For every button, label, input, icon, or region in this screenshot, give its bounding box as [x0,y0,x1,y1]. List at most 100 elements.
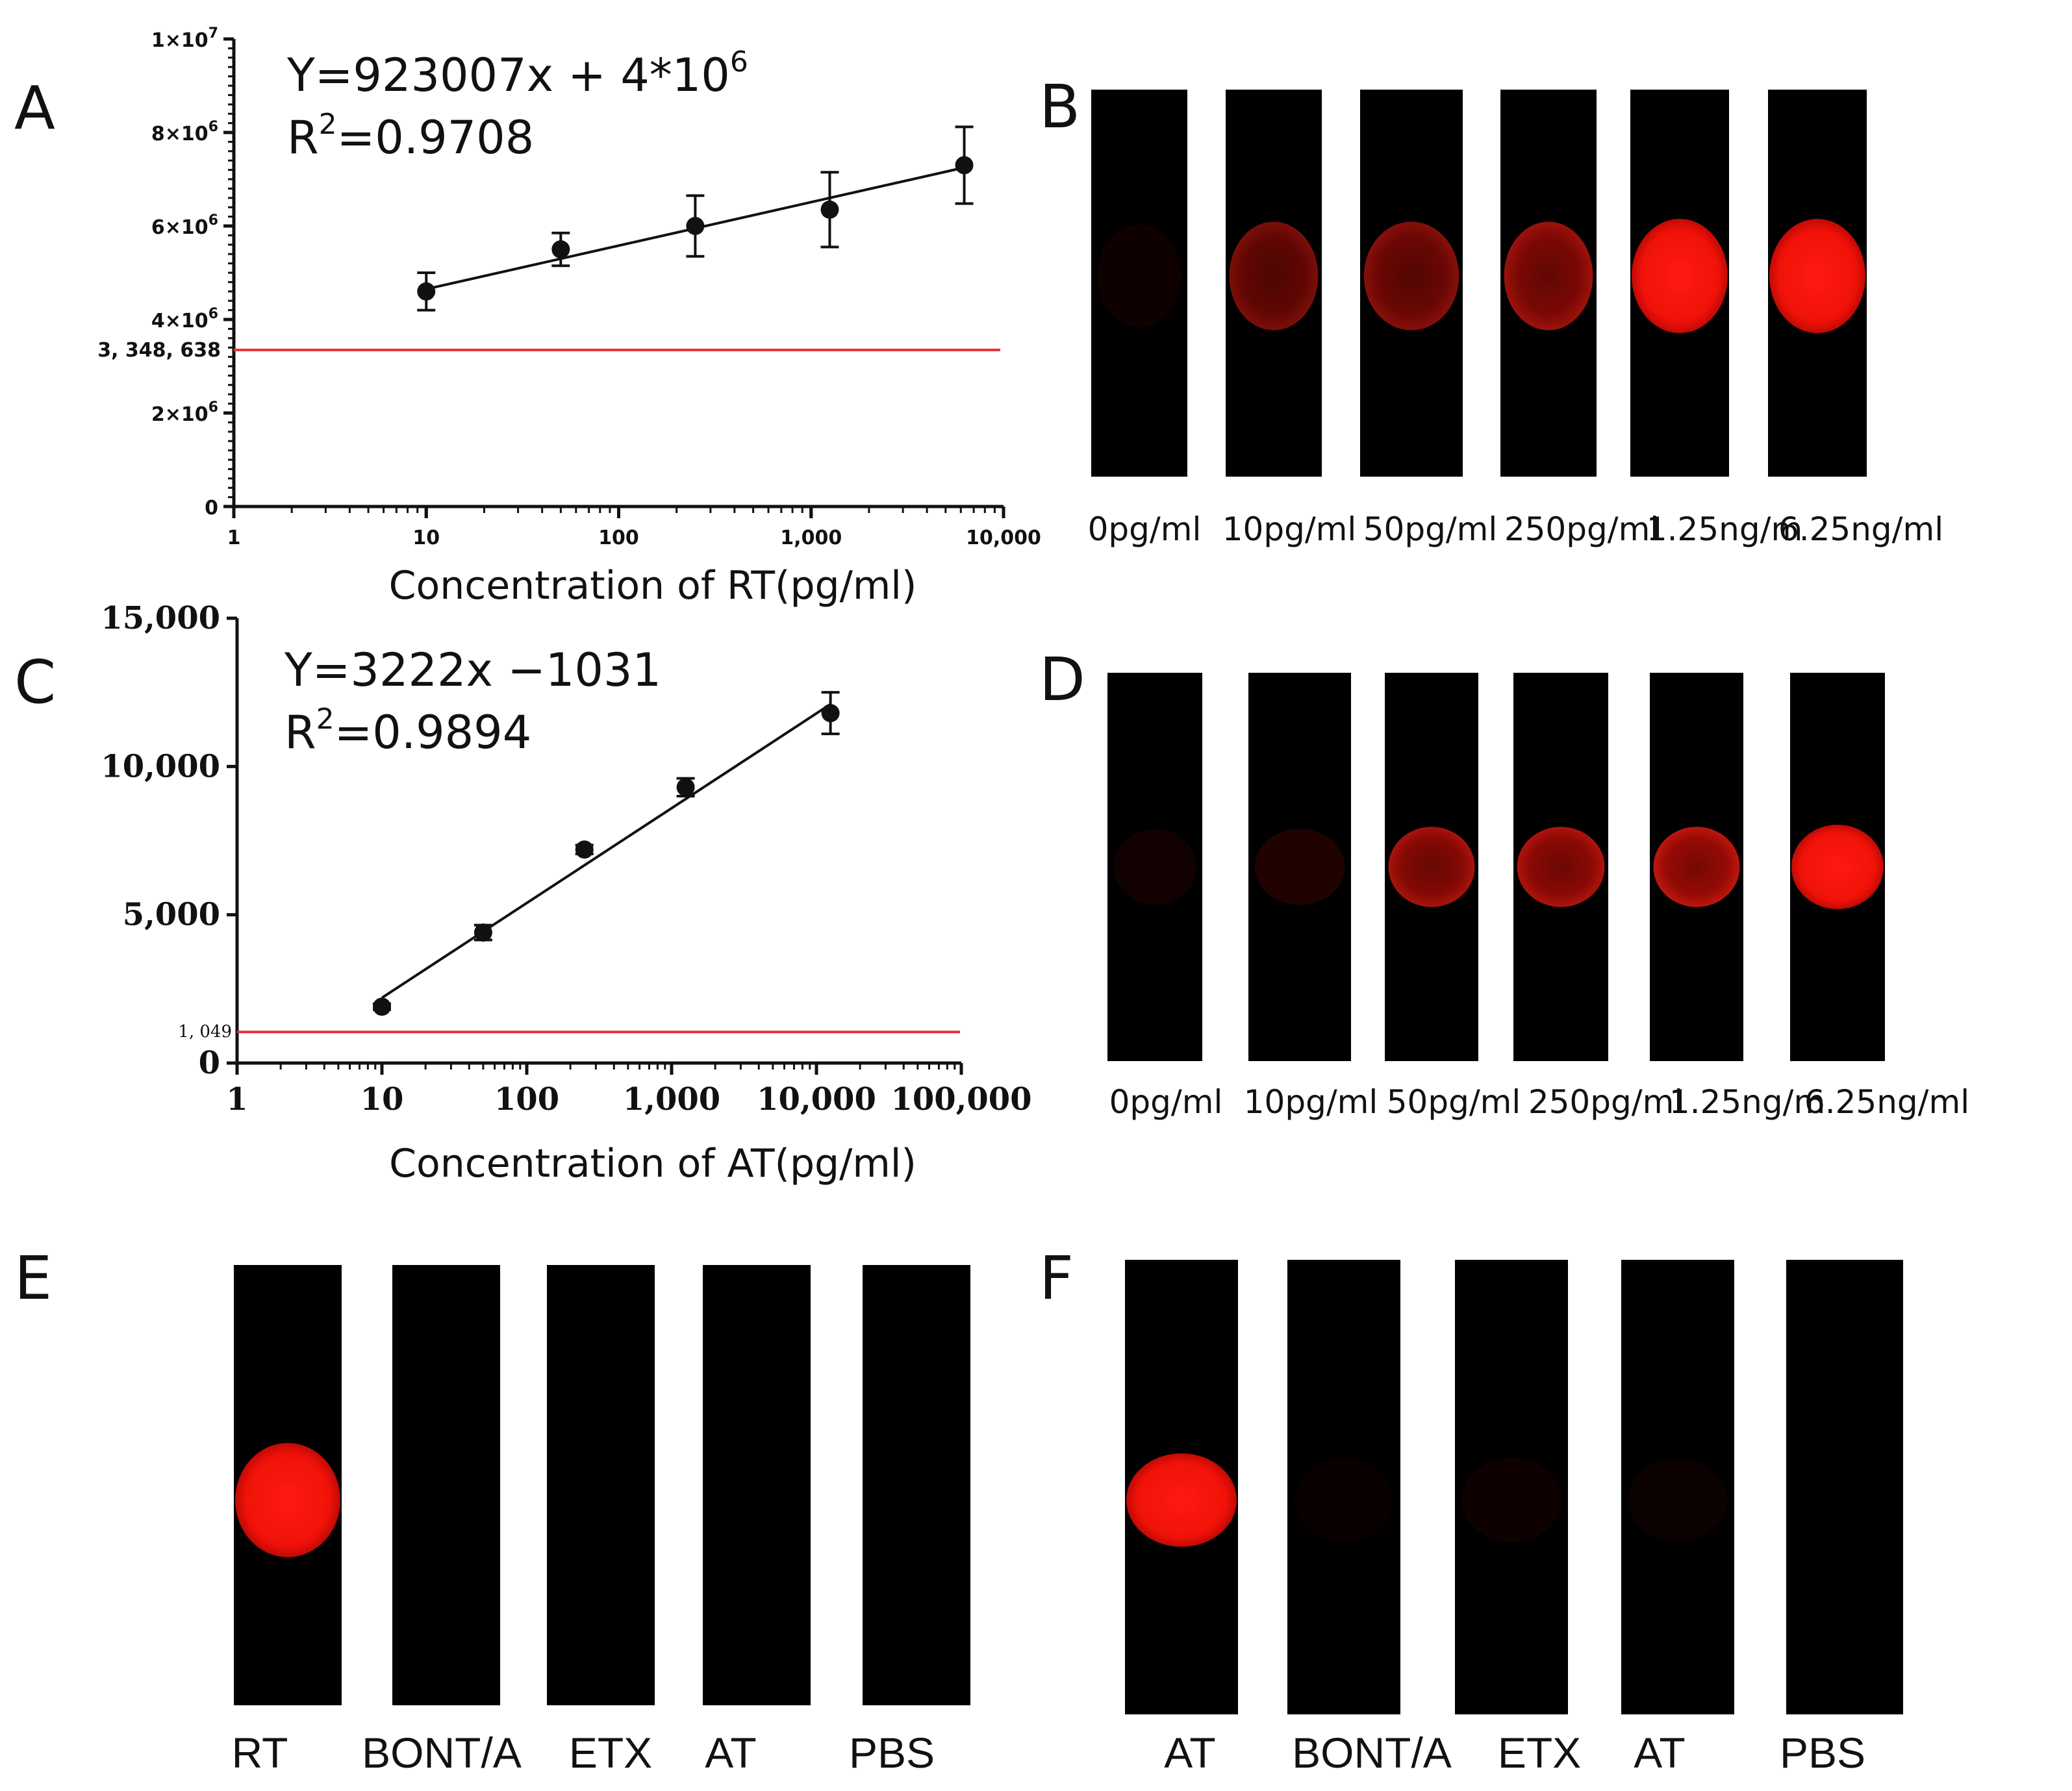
strips_D-spot [1388,827,1475,907]
strips_E-label: AT [705,1729,756,1777]
strips_D-label: 50pg/ml [1387,1083,1521,1121]
chart-c-fit-line [381,703,831,999]
chart-c-y-tick-label: 10,000 [101,748,220,784]
chart-c-equation: Y=3222x −1031 [284,644,661,697]
chart-c-threshold-label: 1, 049 [178,1022,232,1042]
chart-a-x-tick-label: 10 [412,527,440,549]
strip-panel-b: 0pg/ml 10pg/ml 50pg/ml 250pg/ml1.25ng/m6.25… [1088,90,1943,548]
strips_D-strip [1107,673,1202,1061]
chart-a-data-point [417,282,436,301]
chart-c: 0 5,000 10,000 15,000 1 10 100 1,000 10,000 100,… [101,600,1031,1186]
strip-panel-f: AT BONT/A ETX AT PBS [1125,1260,1903,1777]
chart-c-x-tick-label: 100 [494,1081,559,1118]
chart-a-equation: Y=923007x + 4*106 [286,45,748,102]
strips_D-spot [1254,829,1345,905]
strips_F-label: BONT/A [1292,1729,1452,1777]
panel-letter-e: E [14,1244,52,1313]
strips_E-label: ETX [569,1729,652,1777]
chart-a-x-tick-label: 1,000 [780,527,842,549]
chart-c-y-tick-label: 15,000 [101,600,220,636]
chart-a-data-point [820,200,839,219]
chart-c-x-tick-label: 1,000 [623,1081,720,1118]
strips_B-spot [1632,219,1728,333]
chart-a-data-point [955,156,974,175]
strip-panel-e: RT BONT/A ETX AT PBS [232,1265,970,1777]
strips_D-spot [1791,825,1884,909]
strips_F-label: AT [1164,1729,1215,1777]
strips_B-label: 10pg/ml [1222,510,1357,548]
chart-c-x-tick-label: 100,000 [891,1081,1031,1118]
strips_B-label: 1.25ng/m [1647,510,1802,548]
chart-a-r-squared: R2=0.9708 [287,108,534,164]
chart-a-threshold-label: 3, 348, 638 [97,339,221,362]
chart-a-y-tick-label: 8×106 [151,119,218,145]
chart-a-y-tick-label: 4×106 [151,306,218,332]
chart-c-data-point [474,923,492,942]
strips_F-spot [1294,1458,1394,1542]
strips_F-strip [1455,1260,1568,1714]
strips_D-label: 0pg/ml [1109,1083,1223,1121]
chart-a-data-point [551,240,570,258]
strips_F-strip [1287,1260,1400,1714]
strips_B-label: 250pg/ml [1504,510,1659,548]
strips_E-spot [235,1443,340,1557]
strip-panel-d: 0pg/ml 10pg/ml 50pg/ml 250pg/ml1.25ng/m6.25… [1107,673,1969,1121]
strips_E-label: BONT/A [362,1729,522,1777]
chart-a-y-tick-label: 6×106 [151,212,218,239]
chart-a-data-point [686,217,705,235]
strips_D-label: 10pg/ml [1244,1083,1378,1121]
strips_D-spot [1517,827,1605,907]
panel-letter-d: D [1039,645,1085,714]
chart-a-y-tick-exp: 6 [208,212,218,229]
strips_F-label: AT [1634,1729,1685,1777]
strips_B-label: 0pg/ml [1088,510,1202,548]
strips_F-label: PBS [1780,1729,1865,1777]
strips_E-strip [863,1265,970,1705]
strips_D-label: 250pg/ml [1528,1083,1683,1121]
chart-a-y-tick-base: 4×10 [151,310,208,332]
strips_F-spot [1628,1458,1728,1542]
chart-a-y-tick-label: 1×107 [151,25,218,52]
chart-c-x-tick-label: 1 [226,1081,247,1118]
chart-c-data-point [373,997,391,1016]
strips_D-spot [1113,829,1196,905]
chart-a-y-tick-label: 0 [205,497,218,520]
strips_D-label: 1.25ng/m [1669,1083,1825,1121]
chart-a-y-tick-exp: 7 [208,25,218,42]
chart-c-x-tick-label: 10,000 [757,1081,876,1118]
chart-a-y-tick-exp: 6 [208,306,218,322]
panel-letter-c: C [14,647,56,717]
strips_B-spot [1363,221,1459,331]
strips_F-spot [1461,1458,1561,1542]
strips_E-strip [392,1265,500,1705]
chart-a-x-tick-label: 100 [598,527,639,549]
strips_F-spot [1126,1453,1237,1547]
strips_F-label: ETX [1498,1729,1581,1777]
chart-a-y-tick-base: 6×10 [151,216,208,239]
chart-a-y-tick-label: 2×106 [151,399,218,426]
strips_F-strip [1786,1260,1903,1714]
chart-a-y-tick-exp: 6 [208,119,218,135]
chart-a-y-tick-base: 8×10 [151,123,208,145]
strips_B-spot [1097,224,1181,328]
panel-letter-f: F [1039,1244,1074,1313]
chart-a-y-tick-exp: 6 [208,399,218,416]
strips_B-spot [1769,219,1865,333]
panel-letter-b: B [1039,72,1080,142]
strips_D-strip [1248,673,1351,1061]
panel-letter-a: A [14,73,55,143]
strips_E-label: PBS [849,1729,935,1777]
chart-c-data-point [821,704,840,723]
chart-a-y-tick-base: 2×10 [151,403,208,426]
chart-a-x-label: Concentration of RT(pg/ml) [389,563,917,608]
chart-c-x-label: Concentration of AT(pg/ml) [389,1141,916,1186]
strips_B-label: 6.25ng/ml [1778,510,1943,548]
chart-a-y-tick-base: 1×10 [151,29,208,52]
chart-a-x-tick-label: 1 [227,527,241,549]
strips_B-strip [1091,90,1187,477]
strips_D-label: 6.25ng/ml [1804,1083,1969,1121]
chart-c-data-point [575,840,594,859]
chart-c-r-squared: R2=0.9894 [284,703,531,759]
